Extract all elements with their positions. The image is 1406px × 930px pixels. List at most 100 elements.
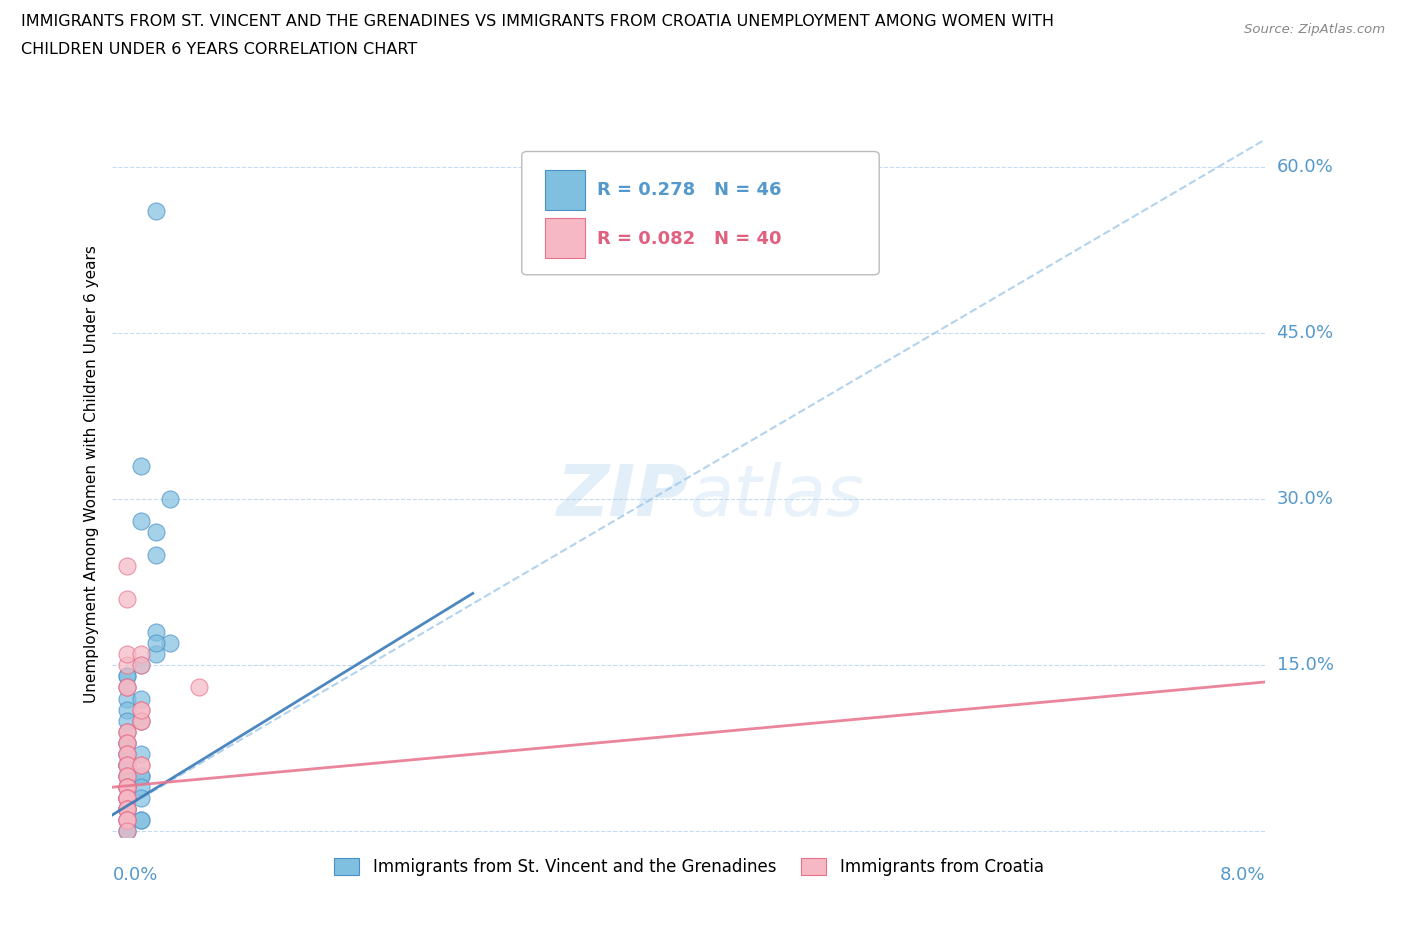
Point	[129, 658, 153, 672]
Point	[115, 724, 138, 739]
Point	[115, 758, 138, 773]
Text: Source: ZipAtlas.com: Source: ZipAtlas.com	[1244, 23, 1385, 36]
Point	[115, 802, 138, 817]
Bar	[546, 169, 585, 209]
Point	[115, 790, 138, 805]
Text: 0.0%: 0.0%	[112, 866, 157, 884]
Point	[145, 625, 167, 640]
Point	[115, 790, 138, 805]
Point	[115, 647, 138, 662]
Point	[115, 747, 138, 762]
Point	[115, 824, 138, 839]
Point	[115, 747, 138, 762]
Text: R = 0.082   N = 40: R = 0.082 N = 40	[596, 230, 782, 247]
Point	[129, 713, 153, 728]
Point	[129, 647, 153, 662]
Point	[115, 758, 138, 773]
Point	[115, 669, 138, 684]
Point	[115, 702, 138, 717]
Point	[115, 813, 138, 828]
Point	[129, 458, 153, 473]
Point	[145, 204, 167, 219]
Point	[115, 680, 138, 695]
Text: 30.0%: 30.0%	[1277, 490, 1333, 508]
Point	[115, 779, 138, 794]
Point	[159, 636, 181, 651]
Point	[129, 758, 153, 773]
Point	[129, 514, 153, 529]
Point	[129, 813, 153, 828]
Point	[115, 558, 138, 573]
Text: ZIP: ZIP	[557, 461, 689, 530]
Point	[129, 790, 153, 805]
Point	[115, 680, 138, 695]
Point	[115, 658, 138, 672]
Point	[115, 736, 138, 751]
Point	[115, 769, 138, 784]
Point	[129, 702, 153, 717]
Point	[115, 790, 138, 805]
Point	[115, 813, 138, 828]
Point	[115, 790, 138, 805]
Point	[115, 813, 138, 828]
Point	[129, 713, 153, 728]
Point	[115, 680, 138, 695]
Point	[115, 769, 138, 784]
Point	[115, 747, 138, 762]
Point	[115, 813, 138, 828]
Point	[129, 769, 153, 784]
Point	[115, 691, 138, 706]
Point	[115, 802, 138, 817]
Point	[115, 824, 138, 839]
Point	[145, 525, 167, 540]
Point	[115, 802, 138, 817]
Point	[115, 802, 138, 817]
Point	[145, 647, 167, 662]
Point	[115, 736, 138, 751]
Point	[115, 790, 138, 805]
Point	[115, 779, 138, 794]
Point	[115, 724, 138, 739]
Point	[115, 824, 138, 839]
Point	[115, 724, 138, 739]
Point	[129, 702, 153, 717]
Point	[145, 636, 167, 651]
Point	[115, 802, 138, 817]
Point	[115, 769, 138, 784]
Point	[129, 747, 153, 762]
Point	[129, 769, 153, 784]
Point	[115, 736, 138, 751]
Point	[129, 779, 153, 794]
Point	[115, 802, 138, 817]
Point	[115, 779, 138, 794]
Point	[129, 691, 153, 706]
Point	[115, 769, 138, 784]
Text: 60.0%: 60.0%	[1277, 158, 1333, 176]
Point	[115, 779, 138, 794]
Point	[129, 813, 153, 828]
Point	[145, 547, 167, 562]
Point	[115, 779, 138, 794]
Point	[115, 758, 138, 773]
Text: 45.0%: 45.0%	[1277, 324, 1334, 342]
Legend: Immigrants from St. Vincent and the Grenadines, Immigrants from Croatia: Immigrants from St. Vincent and the Gren…	[328, 852, 1050, 883]
Point	[115, 736, 138, 751]
Text: 8.0%: 8.0%	[1220, 866, 1265, 884]
Point	[129, 658, 153, 672]
Point	[115, 758, 138, 773]
Point	[115, 713, 138, 728]
Bar	[546, 219, 585, 259]
Text: atlas: atlas	[689, 461, 863, 530]
Point	[115, 747, 138, 762]
Y-axis label: Unemployment Among Women with Children Under 6 years: Unemployment Among Women with Children U…	[84, 246, 100, 703]
Text: CHILDREN UNDER 6 YEARS CORRELATION CHART: CHILDREN UNDER 6 YEARS CORRELATION CHART	[21, 42, 418, 57]
Point	[115, 779, 138, 794]
FancyBboxPatch shape	[522, 152, 879, 275]
Point	[115, 669, 138, 684]
Text: 15.0%: 15.0%	[1277, 657, 1333, 674]
Point	[159, 492, 181, 507]
Text: R = 0.278   N = 46: R = 0.278 N = 46	[596, 181, 782, 199]
Point	[115, 758, 138, 773]
Point	[115, 790, 138, 805]
Point	[115, 591, 138, 606]
